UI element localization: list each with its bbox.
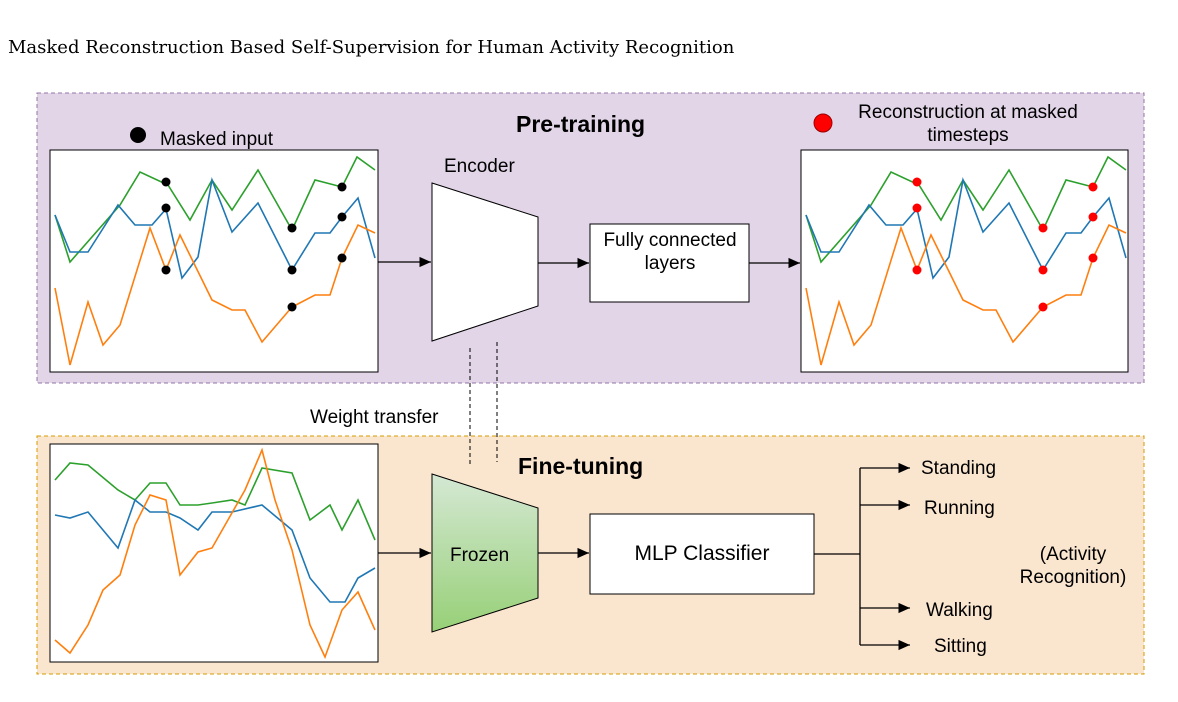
section-title: Fine-tuning (518, 453, 644, 479)
frozen-encoder (431, 473, 539, 633)
output-label: Running (924, 498, 995, 519)
classifier-label: MLP Classifier (634, 542, 770, 565)
weight-transfer-label: Weight transfer (310, 407, 439, 428)
section-title: Pre-training (516, 111, 646, 137)
masked-legend-dot (130, 127, 146, 143)
finetune-plot (49, 443, 379, 663)
arrows (378, 256, 910, 651)
output-label: Standing (921, 458, 997, 479)
legend-label: Masked input (160, 129, 274, 150)
output-label: Sitting (934, 636, 987, 657)
note: (Activity Recognition) (1019, 544, 1127, 588)
frozen-label: Frozen (450, 545, 510, 566)
output-plot (800, 149, 1129, 373)
output-label: Walking (926, 600, 993, 621)
weight-link (469, 342, 498, 466)
recon-legend-dot (813, 113, 833, 133)
branch (814, 468, 861, 645)
encoder (431, 182, 539, 342)
fc-label: Fully connected layers (603, 230, 737, 274)
encoder-label: Encoder (444, 156, 515, 177)
running-title: Masked Reconstruction Based Self-Supervi… (8, 37, 735, 58)
fc-box (589, 223, 750, 303)
finetune-series (54, 447, 376, 660)
legend-label: Reconstruction at masked timesteps (858, 102, 1078, 146)
classifier-box (589, 513, 815, 595)
